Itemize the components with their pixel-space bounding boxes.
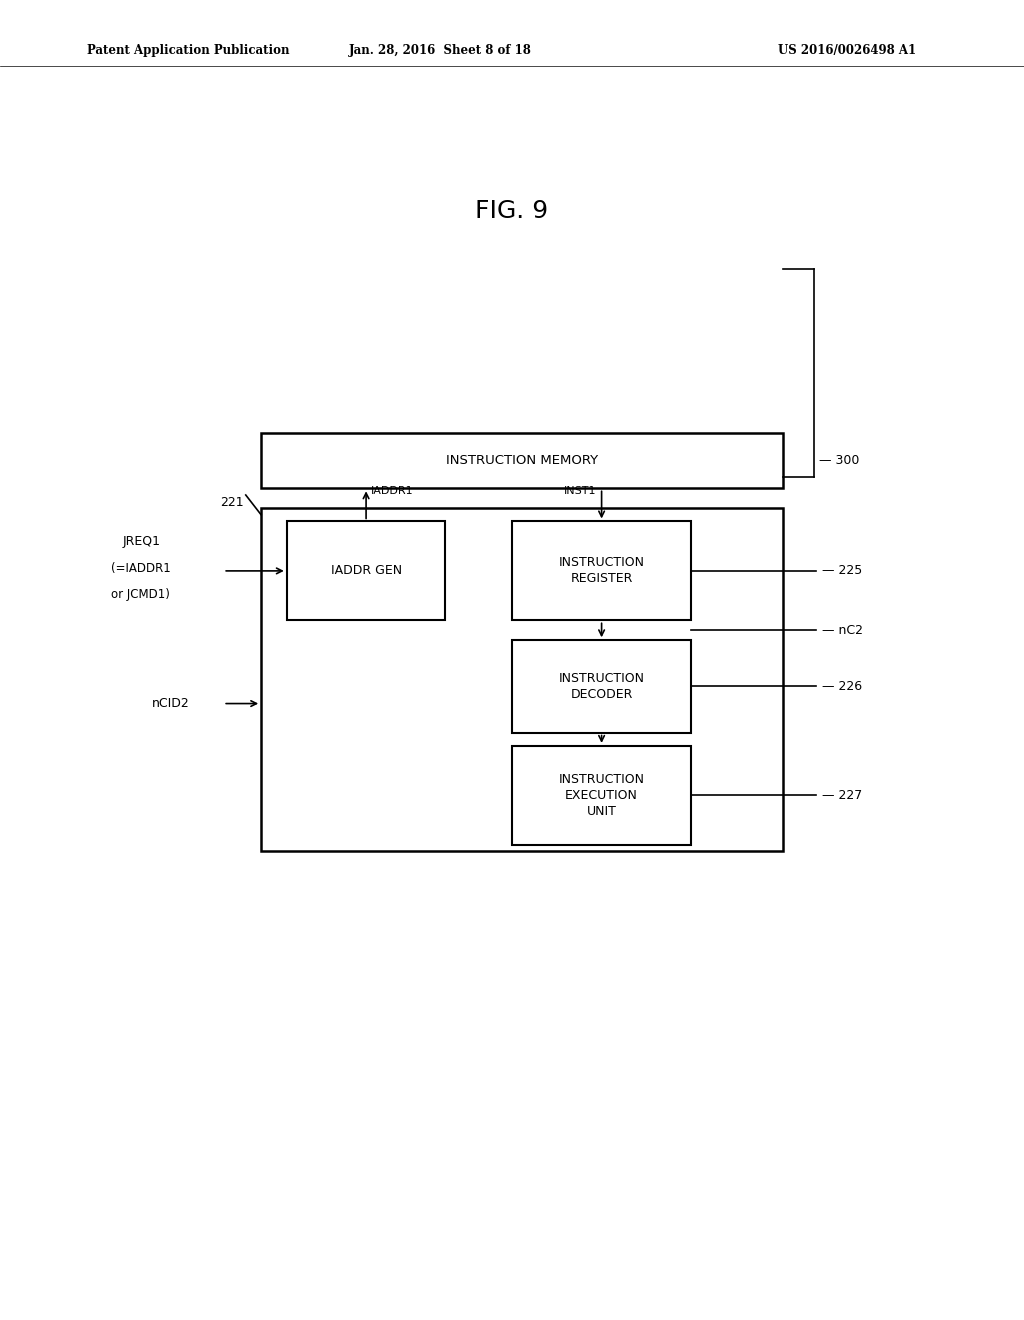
Text: INSTRUCTION MEMORY: INSTRUCTION MEMORY — [446, 454, 598, 467]
Bar — [261, 433, 783, 488]
Text: — 227: — 227 — [822, 789, 862, 801]
Text: — 225: — 225 — [822, 565, 862, 577]
Text: IADDR1: IADDR1 — [372, 486, 414, 496]
Text: (=IADDR1: (=IADDR1 — [111, 562, 170, 574]
Text: nCID2: nCID2 — [152, 697, 189, 710]
Text: INST1: INST1 — [564, 486, 596, 496]
Text: Patent Application Publication: Patent Application Publication — [87, 44, 290, 57]
Bar — [512, 640, 691, 733]
Text: US 2016/0026498 A1: US 2016/0026498 A1 — [778, 44, 916, 57]
Text: or JCMD1): or JCMD1) — [111, 589, 169, 601]
Bar — [287, 521, 445, 620]
Text: 221: 221 — [220, 496, 244, 510]
Bar — [512, 521, 691, 620]
Bar — [512, 746, 691, 845]
Text: Jan. 28, 2016  Sheet 8 of 18: Jan. 28, 2016 Sheet 8 of 18 — [349, 44, 531, 57]
Bar — [261, 508, 783, 851]
Text: INSTRUCTION
REGISTER: INSTRUCTION REGISTER — [559, 557, 644, 585]
Text: JREQ1: JREQ1 — [123, 536, 161, 548]
Text: — 226: — 226 — [822, 680, 862, 693]
Text: — 300: — 300 — [819, 454, 859, 467]
Text: — nC2: — nC2 — [822, 624, 863, 636]
Text: IADDR GEN: IADDR GEN — [331, 565, 401, 577]
Text: FIG. 9: FIG. 9 — [475, 199, 549, 223]
Text: INSTRUCTION
EXECUTION
UNIT: INSTRUCTION EXECUTION UNIT — [559, 772, 644, 818]
Text: INSTRUCTION
DECODER: INSTRUCTION DECODER — [559, 672, 644, 701]
